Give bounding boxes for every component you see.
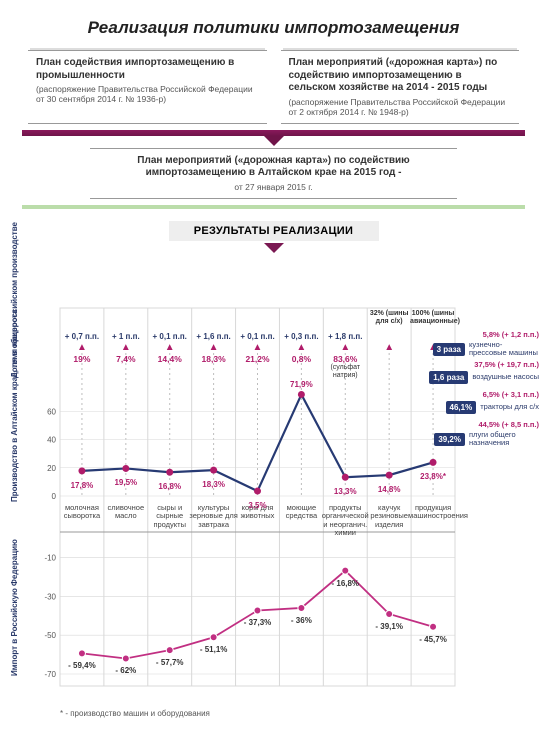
category-label: продукты органической и неорганич. химии <box>320 504 370 537</box>
up-triangle-icon: ▲ <box>121 342 131 353</box>
arrow-down-icon <box>264 243 284 253</box>
svg-text:20: 20 <box>47 464 56 473</box>
svg-text:60: 60 <box>47 407 56 416</box>
plan-box-altai: План мероприятий («дорожная карта») по с… <box>90 148 457 199</box>
import-value-label: - 51,1% <box>200 645 228 654</box>
share-pct: 83,6% <box>333 354 357 364</box>
svg-text:-10: -10 <box>44 553 56 562</box>
side-legend-item: 6,5% (+ 3,1 п.п.) 46,1%тракторы для с/х <box>446 390 539 414</box>
top-note: 32% (шины для с/х) <box>366 310 412 325</box>
line-value-label: 14,8% <box>378 485 401 494</box>
up-triangle-icon: ▲ <box>165 342 175 353</box>
results-label: РЕЗУЛЬТАТЫ РЕАЛИЗАЦИИ <box>169 221 379 241</box>
up-triangle-icon: ▲ <box>209 342 219 353</box>
plan-title: План содействия импортозамещению в промы… <box>36 57 259 82</box>
category-label: культуры зерновые для завтрака <box>189 504 239 529</box>
share-note: (сульфат натрия) <box>320 364 370 379</box>
side-badge: 3 раза <box>433 343 465 356</box>
share-pct: 0,8% <box>292 354 311 364</box>
side-legend-item: 44,5% (+ 8,5 п.п.) 39,2% плуги общего назн… <box>434 420 539 448</box>
ylabel-import: Импорт в Российскую Федерацию <box>10 539 19 676</box>
plan-box-agri: План мероприятий («дорожная карта») по с… <box>281 50 520 124</box>
plan-title: План мероприятий («дорожная карта») по с… <box>289 57 512 95</box>
category-label: моющие средства <box>276 504 326 521</box>
side-text: кузнечно-прессовые машины <box>469 341 539 358</box>
line-value-label: 3,5% <box>248 501 266 510</box>
svg-text:0: 0 <box>52 492 57 501</box>
import-value-label: - 45,7% <box>419 635 447 644</box>
share-pct: 18,3% <box>202 354 226 364</box>
side-pct: 5,8% (+ 1,2 п.п.) <box>433 330 539 339</box>
page-title: Реализация политики импортозамещения <box>0 0 547 50</box>
delta-label: + 0,1 п.п. <box>153 332 187 341</box>
plan-sub: от 27 января 2015 г. <box>100 182 447 192</box>
divider-arrow-bar <box>22 130 525 136</box>
up-triangle-icon: ▲ <box>253 342 263 353</box>
side-legend-item: 37,5% (+ 19,7 п.п.) 1,6 раза воздушные нас… <box>429 360 539 384</box>
chart-area: 0 20 40 60 -10 -30 -50 -70 * - производство маш… <box>0 290 547 722</box>
svg-text:-50: -50 <box>44 631 56 640</box>
line-value-label: 17,8% <box>71 481 94 490</box>
import-value-label: - 39,1% <box>375 622 403 631</box>
plan-title: План мероприятий («дорожная карта») по с… <box>100 155 447 180</box>
category-label: сыры и сырные продукты <box>145 504 195 529</box>
import-value-label: - 57,7% <box>156 658 184 667</box>
side-pct: 44,5% (+ 8,5 п.п.) <box>434 420 539 429</box>
delta-label: + 0,3 п.п. <box>284 332 318 341</box>
svg-text:-30: -30 <box>44 592 56 601</box>
side-badge: 1,6 раза <box>429 371 468 384</box>
up-triangle-icon: ▲ <box>77 342 87 353</box>
up-triangle-icon: ▲ <box>384 342 394 353</box>
line-value-label: 19,5% <box>114 478 137 487</box>
line-value-label: 18,3% <box>202 480 225 489</box>
line-value-label: 13,3% <box>334 487 357 496</box>
delta-label: + 1,8 п.п. <box>328 332 362 341</box>
category-label: молочная сыворотка <box>57 504 107 521</box>
footnote: * - производство машин и оборудования <box>60 709 210 718</box>
delta-label: + 0,7 п.п. <box>65 332 99 341</box>
up-triangle-icon: ▲ <box>296 342 306 353</box>
import-value-label: - 36% <box>291 616 312 625</box>
line-value-label: 16,8% <box>158 482 181 491</box>
side-text: плуги общего назначения <box>469 431 539 448</box>
category-label: продукция машиностроения <box>408 504 458 521</box>
share-pct: 21,2% <box>245 354 269 364</box>
category-label: каучук резиновые изделия <box>364 504 414 529</box>
svg-text:40: 40 <box>47 436 56 445</box>
delta-label: + 1 п.п. <box>112 332 140 341</box>
share-pct: 14,4% <box>158 354 182 364</box>
delta-label: + 1,6 п.п. <box>196 332 230 341</box>
side-badge: 39,2% <box>434 433 465 446</box>
import-value-label: - 62% <box>115 666 136 675</box>
side-pct: 6,5% (+ 3,1 п.п.) <box>446 390 539 399</box>
top-note: 100% (шины авиационные) <box>410 310 456 325</box>
ylabel-growth: Производство в Алтайском крае, темп прир… <box>10 310 19 502</box>
plan-box-industry: План содействия импортозамещению в промы… <box>28 50 267 124</box>
up-triangle-icon: ▲ <box>340 342 350 353</box>
share-pct: 19% <box>73 354 90 364</box>
import-value-label: - 37,3% <box>244 618 272 627</box>
line-value-label: 23,8%* <box>420 472 446 481</box>
plan-row: План содействия импортозамещению в промы… <box>0 50 547 124</box>
side-badge: 46,1% <box>446 401 477 414</box>
side-text: воздушные насосы <box>472 373 539 381</box>
import-value-label: - 59,4% <box>68 661 96 670</box>
divider-thin <box>22 205 525 209</box>
import-value-label: - 16,8% <box>331 579 359 588</box>
plan-sub: (распоряжение Правительства Российской Ф… <box>289 97 512 117</box>
svg-text:-70: -70 <box>44 670 56 679</box>
side-pct: 37,5% (+ 19,7 п.п.) <box>429 360 539 369</box>
plan-sub: (распоряжение Правительства Российской Ф… <box>36 84 259 104</box>
side-text: тракторы для с/х <box>480 403 539 411</box>
share-pct: 7,4% <box>116 354 135 364</box>
delta-label: + 0,1 п.п. <box>240 332 274 341</box>
line-value-label: 71,9% <box>290 380 313 389</box>
side-legend-item: 5,8% (+ 1,2 п.п.) 3 раза кузнечно-прессовы… <box>433 330 539 358</box>
category-label: сливочное масло <box>101 504 151 521</box>
